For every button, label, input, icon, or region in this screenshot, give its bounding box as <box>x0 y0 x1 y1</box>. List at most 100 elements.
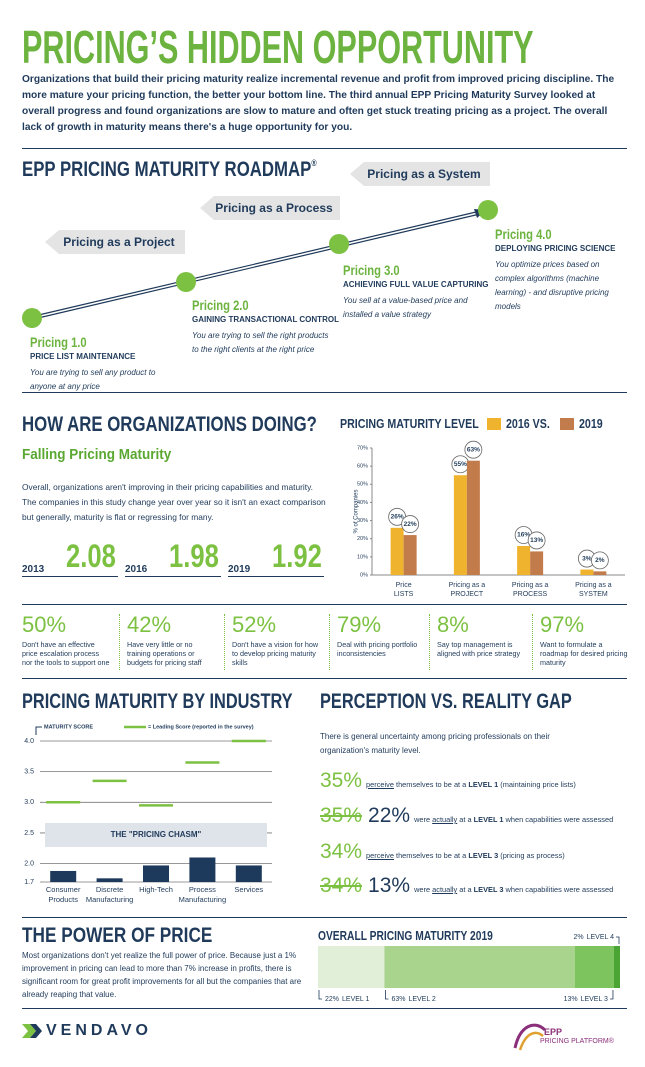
y-tick-label: 50% <box>357 482 368 488</box>
stat-figure: 50% <box>22 612 67 637</box>
value-label: 22% <box>404 521 417 528</box>
legend-label: MATURITY SCORE <box>44 724 93 730</box>
section-subtitle: Falling Pricing Maturity <box>22 446 172 463</box>
score-underline <box>228 576 324 577</box>
body-text: There is general uncertainty among prici… <box>320 732 550 755</box>
value-bubble <box>527 531 546 550</box>
annotation: THE "PRICING CHASM" <box>111 830 202 839</box>
segment <box>613 946 620 988</box>
stage-subtitle: DEPLOYING PRICING SCIENCE <box>495 244 616 253</box>
statement-part: LEVEL 3 <box>468 851 499 860</box>
roadmap-band: Pricing as a Project <box>45 230 185 254</box>
y-tick-label: 30% <box>357 518 368 524</box>
page-title: PRICING’S HIDDEN OPPORTUNITY <box>22 21 534 73</box>
bar <box>96 878 123 882</box>
section-title: THE POWER OF PRICE <box>22 924 213 947</box>
label-bracket <box>318 990 322 1000</box>
y-tick-label: 2.0 <box>24 860 34 867</box>
value-label: 2% <box>574 934 584 941</box>
bar <box>517 545 531 575</box>
section-title: HOW ARE ORGANIZATIONS DOING? <box>22 413 317 436</box>
legend-swatch <box>560 418 574 430</box>
value-bubble <box>464 440 483 459</box>
stage-text: You sell at a value-based price and inst… <box>343 296 468 319</box>
statement: perceive themselves to be at a LEVEL 3 (… <box>366 851 565 860</box>
value-bubble <box>401 515 420 533</box>
y-tick-label: 1.7 <box>24 879 34 886</box>
score-value: 1.92 <box>272 538 322 574</box>
value-label: 63% <box>391 996 405 1003</box>
chasm-box <box>45 823 267 847</box>
chart-title: PRICING MATURITY LEVEL <box>340 416 479 431</box>
statement-part: perceive <box>366 851 394 860</box>
roadmap-band: Pricing as a System <box>350 162 490 186</box>
legend-label: LEVEL 3 <box>581 996 608 1003</box>
perception-row: 34% 13% were actually at a LEVEL 3 when ca… <box>320 874 630 898</box>
figure: 34% <box>320 840 363 863</box>
stage-name: Pricing 3.0 <box>343 262 400 278</box>
statement-part: when capabilities were assessed <box>503 815 614 824</box>
stage-name: Pricing 2.0 <box>192 297 249 313</box>
roadmap-node <box>22 308 42 328</box>
segment-label: 2% LEVEL 4 <box>574 934 615 941</box>
stat-figure: 52% <box>232 612 277 637</box>
value-label: 63% <box>467 446 480 453</box>
segment <box>318 946 385 988</box>
roadmap-node <box>329 234 349 254</box>
bar <box>530 551 544 575</box>
value-label: 22% <box>325 996 339 1003</box>
score-value: 2.08 <box>66 538 116 574</box>
partner-line: PRICING PLATFORM® <box>540 1038 614 1045</box>
statement-part: when capabilities were assessed <box>503 885 614 894</box>
score-year: 2013 <box>22 564 45 575</box>
segment-label: 63% LEVEL 2 <box>391 996 435 1003</box>
stage-text: You are trying to sell any product to an… <box>30 368 156 391</box>
stat-divider <box>429 614 430 670</box>
statement-part: LEVEL 1 <box>473 815 504 824</box>
x-tick-label: Price LISTS <box>393 582 414 598</box>
value-label: 16% <box>517 532 530 539</box>
y-tick-label: 70% <box>357 445 368 451</box>
perception-row: 35% 22% were actually at a LEVEL 1 when ca… <box>320 804 630 828</box>
statement-part: themselves to be at a <box>393 851 469 860</box>
stage-subtitle: ACHIEVING FULL VALUE CAPTURING <box>343 280 489 289</box>
stat-divider <box>119 614 120 670</box>
stat-text: Don't have an effective price escalation… <box>22 640 110 667</box>
separator <box>22 604 627 605</box>
label-bracket <box>385 990 389 1000</box>
separator <box>22 678 627 679</box>
roadmap-band: Pricing as a Process <box>200 196 340 220</box>
stage-subtitle: PRICE LIST MAINTENANCE <box>30 352 136 361</box>
x-tick-label: Discrete Manufacturing <box>85 885 134 904</box>
legend-bracket <box>35 726 42 735</box>
statement-part: themselves to be at a <box>393 780 469 789</box>
statement: were actually at a LEVEL 1 when capabili… <box>414 815 613 824</box>
legend-label: LEVEL 4 <box>587 934 614 941</box>
struck-figure: 35% <box>320 804 363 827</box>
bar <box>390 527 404 575</box>
separator <box>22 392 627 393</box>
segment <box>384 946 575 988</box>
statement-part: (pricing as process) <box>498 851 565 860</box>
x-tick-label: Services <box>234 885 264 894</box>
bar <box>580 569 594 575</box>
y-tick-label: 4.0 <box>24 738 34 745</box>
y-tick-label: 40% <box>357 500 368 506</box>
stat-figure: 42% <box>127 612 172 637</box>
statement-part: at a <box>457 885 474 894</box>
statement-part: LEVEL 1 <box>468 780 499 789</box>
x-tick-label: Process Manufacturing <box>178 885 227 904</box>
separator <box>22 1008 627 1009</box>
statement-part: actually <box>432 815 458 824</box>
x-tick-label: Pricing as a PROCESS <box>511 582 549 598</box>
perception-row: 34% perceive themselves to be at a LEVEL … <box>320 840 630 864</box>
value-label: 2% <box>595 557 605 564</box>
section-title: EPP PRICING MATURITY ROADMAP® <box>22 158 317 181</box>
legend-swatch <box>487 418 501 430</box>
score-underline <box>22 576 118 577</box>
y-tick-label: 0% <box>360 572 368 578</box>
y-tick-label: 20% <box>357 536 368 542</box>
x-tick-label: Pricing as a PROJECT <box>448 582 486 598</box>
separator <box>22 148 627 149</box>
